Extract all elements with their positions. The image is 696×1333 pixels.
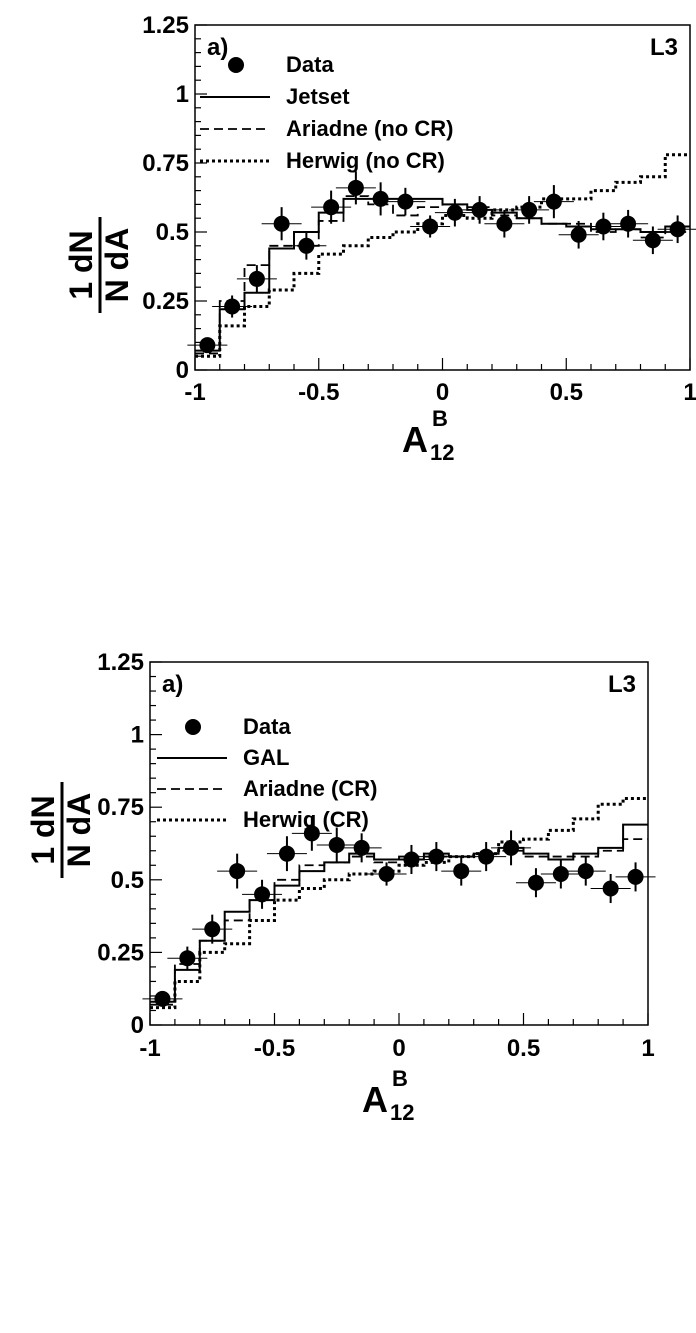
data-point	[428, 848, 445, 865]
y-tick-label: 0.75	[142, 150, 189, 177]
legend-label: Data	[286, 52, 334, 77]
y-axis-label-numerator: 1 dN	[25, 795, 61, 864]
data-point	[527, 874, 544, 891]
panel-label: a)	[207, 34, 228, 61]
data-point	[595, 218, 612, 235]
y-tick-label: 0.75	[97, 794, 144, 821]
y-axis-label: 1 dN N dA	[25, 782, 97, 878]
plot-frame	[194, 24, 691, 371]
x-axis-label-subscript: 12	[430, 440, 454, 465]
data-point	[254, 886, 271, 903]
experiment-label: L3	[650, 34, 678, 61]
legend-label: Jetset	[286, 84, 350, 109]
x-tick-label: -0.5	[298, 379, 339, 406]
legend-label: Ariadne (CR)	[243, 776, 377, 801]
data-point	[378, 865, 395, 882]
x-tick-label: 0.5	[550, 379, 583, 406]
data-point	[224, 298, 241, 315]
y-tick-label: 0	[176, 357, 189, 384]
data-point	[353, 839, 370, 856]
y-tick-label: 1	[176, 81, 189, 108]
series-solid-histogram	[195, 197, 690, 352]
x-tick-label: 0	[392, 1035, 405, 1062]
x-axis-label-subscript: 12	[390, 1100, 414, 1125]
y-tick-label: 1.25	[142, 12, 189, 39]
data-point	[471, 201, 488, 218]
data-point	[229, 863, 246, 880]
data-point	[478, 848, 495, 865]
data-point	[496, 215, 513, 232]
legend-label: Herwig (no CR)	[286, 148, 445, 173]
data-point	[154, 990, 171, 1007]
legend-marker	[228, 57, 244, 73]
legend-label: GAL	[243, 745, 289, 770]
series-dashed-histogram	[150, 838, 648, 1006]
data-point	[602, 880, 619, 897]
data-point	[179, 950, 196, 967]
y-tick-label: 0.5	[156, 219, 189, 246]
data-point	[644, 232, 661, 249]
x-tick-label: -1	[184, 379, 205, 406]
data-point	[298, 237, 315, 254]
x-tick-label: -1	[139, 1035, 160, 1062]
data-point	[248, 270, 265, 287]
data-point	[521, 201, 538, 218]
series-solid-histogram	[150, 823, 648, 1003]
data-point	[503, 839, 520, 856]
series-dotted-histogram	[150, 796, 648, 1010]
data-point	[303, 825, 320, 842]
data-point	[278, 845, 295, 862]
series-dashed-histogram	[195, 195, 690, 355]
legend-marker	[185, 719, 201, 735]
data-point	[403, 851, 420, 868]
experiment-label: L3	[608, 671, 636, 698]
data-point	[273, 215, 290, 232]
top-panel: 0 0.25 0.5 0.75 1 1.25 -1 -0.5 0 0.5 1 a) L3 Data Jets…	[63, 12, 696, 465]
y-axis-label-denominator: N dA	[99, 228, 135, 303]
data-point	[204, 921, 221, 938]
data-point	[347, 179, 364, 196]
x-tick-label: 1	[641, 1035, 654, 1062]
y-axis-label-numerator: 1 dN	[63, 230, 99, 299]
bottom-panel: 0 0.25 0.5 0.75 1 1.25 -1 -0.5 0 0.5 1 a) L3 Data GAL A…	[25, 649, 656, 1125]
x-tick-label: 1	[683, 379, 696, 406]
legend-label: Herwig (CR)	[243, 807, 369, 832]
y-tick-label: 0.5	[111, 867, 144, 894]
data-point	[620, 215, 637, 232]
x-tick-label: -0.5	[254, 1035, 295, 1062]
data-point	[545, 193, 562, 210]
x-tick-label: 0.5	[507, 1035, 540, 1062]
x-axis-label-superscript: B	[392, 1066, 408, 1091]
data-point	[397, 193, 414, 210]
data-point	[323, 199, 340, 216]
y-tick-label: 0	[131, 1012, 144, 1039]
y-tick-label: 1.25	[97, 649, 144, 676]
y-axis-label-denominator: N dA	[61, 793, 97, 868]
data-point	[453, 863, 470, 880]
plot-frame	[149, 661, 649, 1026]
data-point	[577, 863, 594, 880]
x-axis-label-main: A	[362, 1079, 388, 1120]
data-point	[199, 337, 216, 354]
data-point	[570, 226, 587, 243]
x-tick-label: 0	[436, 379, 449, 406]
y-axis-label: 1 dN N dA	[63, 217, 135, 313]
legend-label: Ariadne (no CR)	[286, 116, 453, 141]
data-point	[446, 204, 463, 221]
data-point	[669, 221, 686, 238]
y-tick-label: 0.25	[97, 939, 144, 966]
data-point	[552, 865, 569, 882]
data-point	[627, 868, 644, 885]
data-point	[422, 218, 439, 235]
x-axis-label-main: A	[402, 419, 428, 460]
series-dotted-histogram	[195, 153, 690, 358]
panel-label: a)	[162, 671, 183, 698]
data-point	[372, 190, 389, 207]
y-tick-label: 1	[131, 722, 144, 749]
legend-label: Data	[243, 714, 291, 739]
y-tick-label: 0.25	[142, 288, 189, 315]
x-axis-label-superscript: B	[432, 406, 448, 431]
data-point	[328, 836, 345, 853]
